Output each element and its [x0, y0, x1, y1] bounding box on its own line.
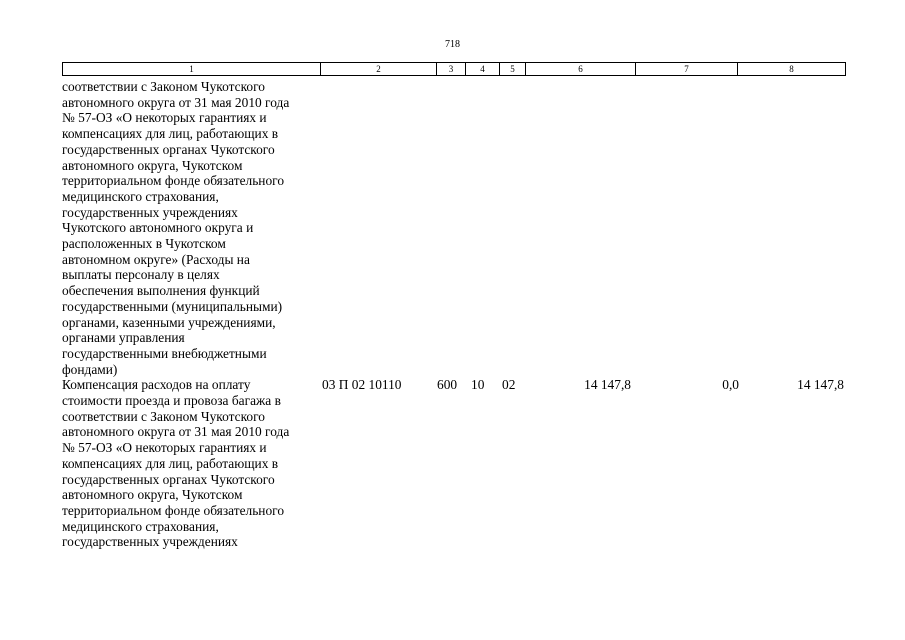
- column-number: 4: [465, 62, 500, 76]
- description-line: государственных органах Чукотского: [62, 471, 275, 487]
- description-line: автономного округа от 31 мая 2010 года: [62, 94, 290, 110]
- description-line: обеспечения выполнения функций: [62, 283, 260, 299]
- amount: 14 147,8: [584, 377, 631, 393]
- description-line: фондами): [62, 361, 118, 377]
- description-line: соответствии с Законом Чукотского: [62, 79, 265, 94]
- description-line: компенсациях для лиц, работающих в: [62, 455, 279, 471]
- description-line: государственных органах Чукотского: [62, 141, 275, 157]
- column-number: 3: [436, 62, 466, 76]
- description-line: компенсациях для лиц, работающих в: [62, 126, 279, 142]
- column-number: 6: [525, 62, 636, 76]
- description-line: государственных учреждениях: [62, 534, 238, 550]
- description-line: автономного округа, Чукотском: [62, 487, 243, 503]
- page-number: 718: [445, 39, 460, 50]
- description-line: № 57-ОЗ «О некоторых гарантиях и: [62, 110, 267, 126]
- description-line: выплаты персоналу в целях: [62, 267, 220, 283]
- description-line: государственными (муниципальными): [62, 298, 283, 314]
- column-number: 2: [320, 62, 437, 76]
- description-line: территориальном фонде обязательного: [62, 173, 285, 189]
- description-line: соответствии с Законом Чукотского: [62, 408, 265, 424]
- section: 10: [471, 377, 485, 393]
- description-line: расположенных в Чукотском: [62, 236, 226, 251]
- column-number: 8: [737, 62, 846, 76]
- column-number: 5: [499, 62, 526, 76]
- code: 03 П 02 10110: [322, 377, 402, 393]
- type: 600: [437, 377, 458, 393]
- change: 0,0: [722, 377, 739, 393]
- column-number: 1: [62, 62, 321, 76]
- description-line: государственных учреждениях: [62, 204, 238, 220]
- description-line: автономном округе» (Расходы на: [62, 251, 250, 267]
- description-line: автономного округа от 31 мая 2010 года: [62, 424, 290, 440]
- description-line: органами управления: [62, 330, 185, 346]
- column-number: 7: [635, 62, 738, 76]
- description-line: территориальном фонде обязательного: [62, 502, 285, 518]
- description-line: № 57-ОЗ «О некоторых гарантиях и: [62, 440, 267, 456]
- total: 14 147,8: [797, 377, 844, 393]
- description-line: Компенсация расходов на оплату: [62, 377, 251, 393]
- description-line: стоимости проезда и провоза багажа в: [62, 393, 281, 408]
- description-line: медицинского страхования,: [62, 518, 219, 534]
- description-line: автономного округа, Чукотском: [62, 157, 243, 173]
- subsection: 02: [502, 377, 516, 393]
- description-line: медицинского страхования,: [62, 188, 219, 204]
- description-line: Чукотского автономного округа и: [62, 220, 254, 236]
- description-line: органами, казенными учреждениями,: [62, 314, 276, 330]
- description-line: государственными внебюджетными: [62, 345, 267, 361]
